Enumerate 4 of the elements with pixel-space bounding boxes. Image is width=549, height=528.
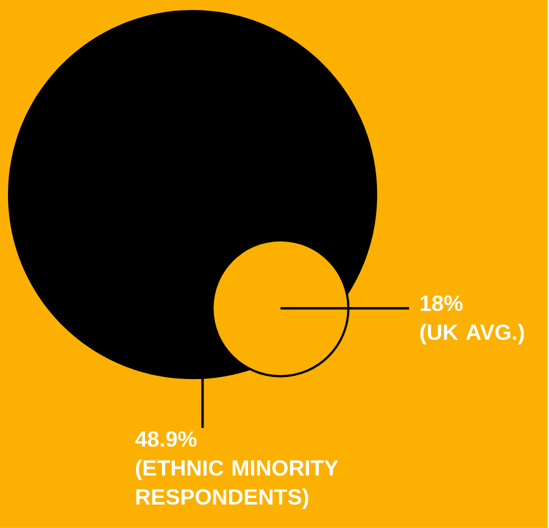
category-label: (ETHNIC MINORITY RESPONDENTS): [136, 460, 338, 510]
data-label: 18%: [420, 296, 463, 312]
category-label: (UK AVG.): [420, 324, 524, 344]
data-label: 48.9%: [135, 431, 197, 447]
